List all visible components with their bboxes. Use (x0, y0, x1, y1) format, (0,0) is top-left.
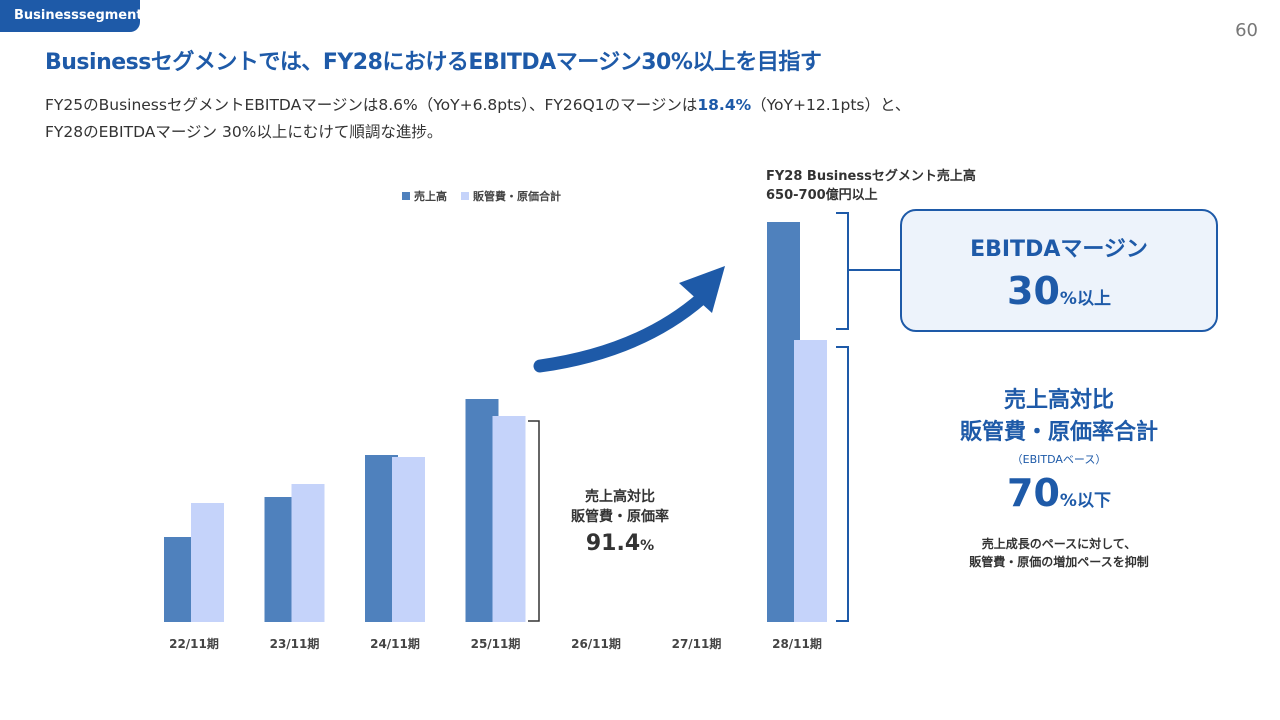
bar-cost-0 (191, 503, 224, 622)
bars-group (164, 222, 827, 622)
ebitda-label: EBITDAマージン (970, 237, 1148, 262)
cost-unit: %以下 (1059, 491, 1111, 511)
bar-cost-6 (794, 340, 827, 622)
ratio-figure: 91.4% (552, 531, 688, 556)
ebitda-value: 30 (1007, 269, 1060, 313)
subtitle: FY25のBusinessセグメントEBITDAマージンは8.6%（YoY+6.… (45, 92, 1195, 146)
page-number: 60 (1235, 20, 1258, 41)
fy28-revenue-line1: FY28 Businessセグメント売上高 (766, 169, 976, 184)
x-tick-label-6: 28/11期 (772, 636, 822, 651)
x-tick-label-3: 25/11期 (471, 636, 521, 651)
x-tick-label-1: 23/11期 (270, 636, 320, 651)
x-tick-label-2: 24/11期 (370, 636, 420, 651)
legend-label-revenue: 売上高 (414, 190, 447, 203)
subtitle-line1-b: （YoY+12.1pts）と、 (751, 96, 911, 114)
segment-tag: Businesssegment (0, 0, 143, 32)
page-title: Businessセグメントでは、FY28におけるEBITDAマージン30%以上を… (45, 50, 822, 75)
cost-ratio-target: 売上高対比 販管費・原価率合計 （EBITDAベース） 70%以下 売上成長のペ… (900, 385, 1218, 571)
ratio-line1: 売上高対比 (585, 489, 655, 505)
ebitda-unit: %以上 (1059, 289, 1111, 309)
bar-cost-3 (492, 416, 526, 622)
ratio-value: 91.4 (585, 531, 641, 556)
subtitle-highlight: 18.4% (697, 96, 752, 114)
growth-arrow-head (679, 266, 725, 313)
bar-cost-1 (291, 484, 325, 622)
current-ratio: 売上高対比 販管費・原価率 91.4% (552, 487, 688, 556)
ratio-line2: 販管費・原価率 (571, 509, 669, 525)
cost-desc2: 販管費・原価の増加ペースを抑制 (969, 555, 1149, 569)
x-tick-label-4: 26/11期 (571, 636, 621, 651)
ebitda-target: 30%以上 (902, 269, 1216, 313)
cost-bracket (836, 346, 849, 622)
fy28-revenue-label: FY28 Businessセグメント売上高 650-700億円以上 (766, 167, 976, 205)
bar-cost-2 (392, 457, 425, 622)
legend-swatch-cost (461, 192, 469, 200)
subtitle-line1-a: FY25のBusinessセグメントEBITDAマージンは8.6%（YoY+6.… (45, 96, 698, 114)
fy28-revenue-line2: 650-700億円以上 (766, 188, 878, 203)
ebitda-callout: EBITDAマージン 30%以上 (900, 209, 1218, 332)
ratio-unit: % (640, 538, 655, 554)
legend-label-cost: 販管費・原価合計 (473, 190, 561, 203)
chart-legend: 売上高 販管費・原価合計 (402, 188, 561, 204)
ebitda-bracket (836, 212, 849, 330)
legend-item-revenue: 売上高 (402, 188, 447, 204)
x-tick-label-0: 22/11期 (169, 636, 219, 651)
cost-target: 70%以下 (900, 471, 1218, 515)
ratio-bracket (528, 420, 540, 622)
x-tick-label-5: 27/11期 (672, 636, 722, 651)
cost-title2: 販管費・原価率合計 (959, 420, 1158, 445)
cost-title1: 売上高対比 (1003, 388, 1114, 413)
legend-swatch-revenue (402, 192, 410, 200)
legend-item-cost: 販管費・原価合計 (461, 188, 561, 204)
cost-desc1: 売上成長のペースに対して、 (981, 537, 1137, 551)
cost-value: 70 (1007, 471, 1060, 515)
x-tick-labels: 22/11期 23/11期 24/11期 25/11期 26/11期 27/11期 28/1… (169, 636, 822, 651)
growth-arrow-shaft (533, 291, 709, 373)
cost-description: 売上成長のペースに対して、 販管費・原価の増加ペースを抑制 (900, 535, 1218, 571)
subtitle-line2: FY28のEBITDAマージン 30%以上にむけて順調な進捗。 (45, 123, 443, 141)
cost-note: （EBITDAベース） (1011, 453, 1107, 466)
